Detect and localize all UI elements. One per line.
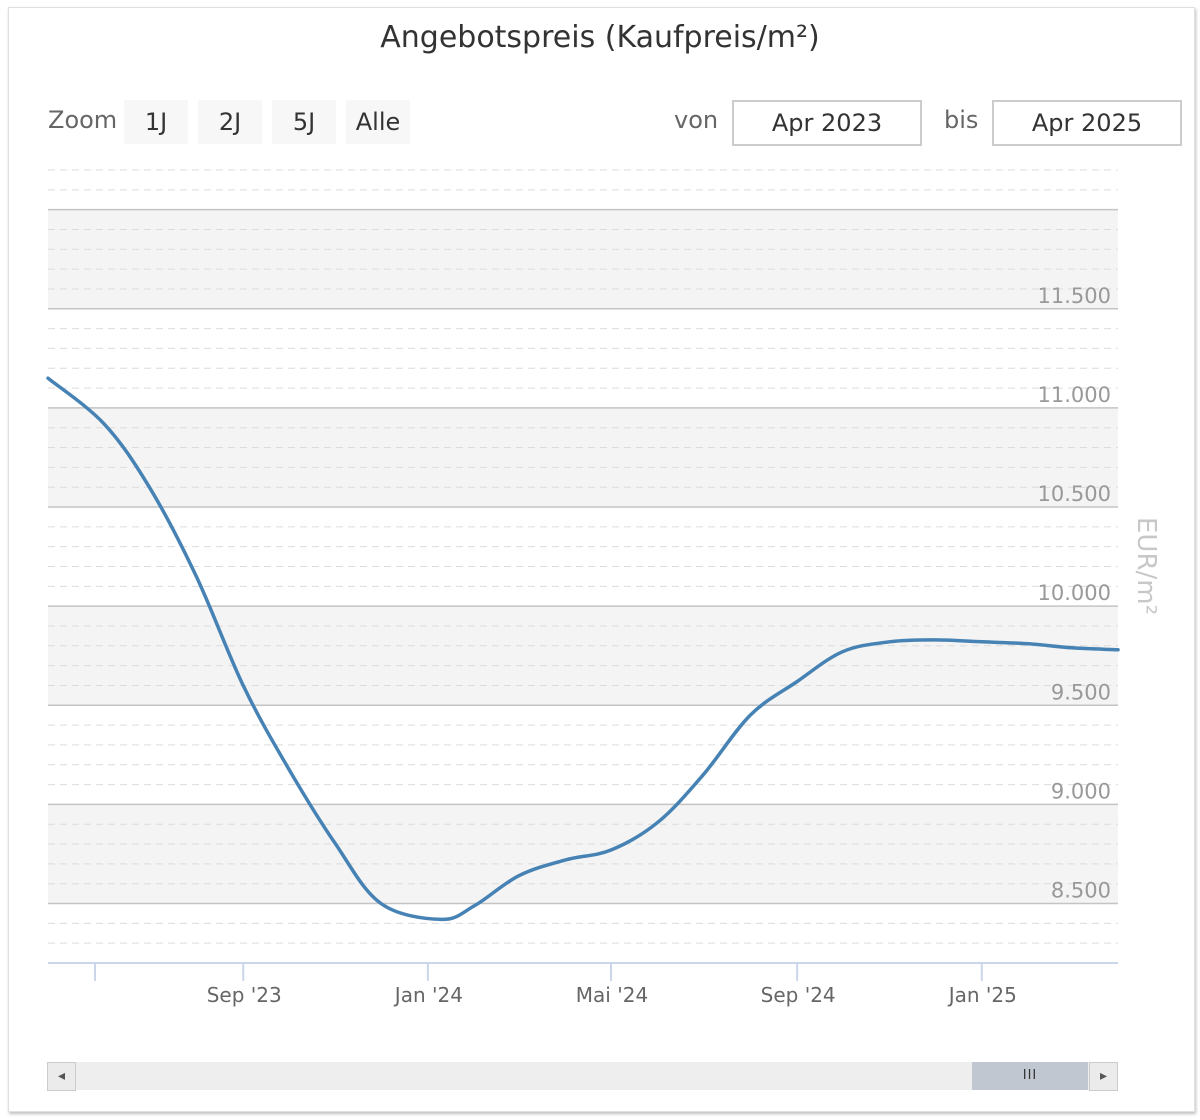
- zoom-label: Zoom: [48, 106, 118, 134]
- navigator-scrollbar[interactable]: [48, 1062, 1117, 1090]
- zoom-2y-button[interactable]: 2J: [198, 100, 262, 144]
- from-label: von: [674, 106, 719, 134]
- chart-title: Angebotspreis (Kaufpreis/m²): [380, 20, 820, 55]
- zoom-1y-button[interactable]: 1J: [124, 100, 188, 144]
- zoom-all-button[interactable]: Alle: [346, 100, 410, 144]
- scroll-left-button[interactable]: ◂: [47, 1062, 76, 1091]
- scrollbar-thumb[interactable]: III: [972, 1062, 1088, 1090]
- zoom-5y-button[interactable]: 5J: [272, 100, 336, 144]
- chevron-right-icon: ▸: [1099, 1068, 1108, 1084]
- chart-container: [8, 7, 1195, 1112]
- from-date-input[interactable]: Apr 2023: [732, 100, 922, 146]
- scroll-right-button[interactable]: ▸: [1089, 1062, 1118, 1091]
- to-label: bis: [944, 106, 979, 134]
- chevron-left-icon: ◂: [57, 1068, 66, 1084]
- to-date-input[interactable]: Apr 2025: [992, 100, 1182, 146]
